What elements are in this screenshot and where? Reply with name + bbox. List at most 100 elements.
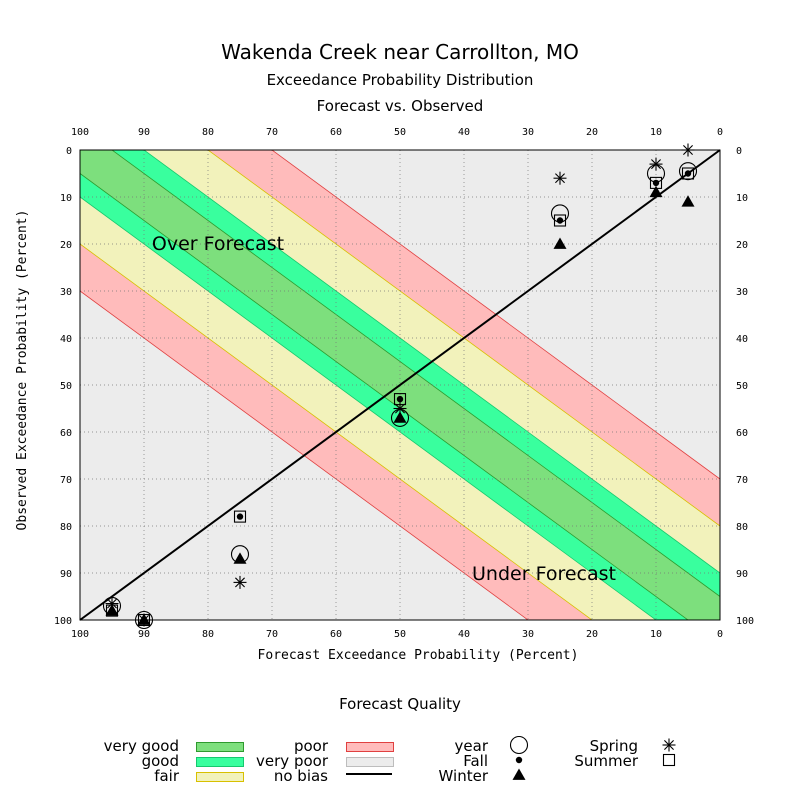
point-summer	[681, 167, 695, 180]
plot-frame	[79, 149, 721, 621]
point-year	[678, 162, 698, 181]
legend-label-year: year	[454, 737, 488, 755]
point-spring-stroke	[107, 598, 117, 609]
y-tick-label-left: 70	[60, 475, 72, 486]
legend-swatch-poor	[346, 742, 394, 752]
legend-label-no-bias: no bias	[273, 767, 328, 785]
point-winter	[553, 237, 567, 249]
point-spring	[233, 575, 247, 589]
point-spring-stroke	[235, 577, 245, 588]
no-bias-line	[79, 149, 721, 621]
y-tick-label-left: 40	[60, 334, 72, 345]
point-spring-stroke	[555, 173, 565, 184]
y-tick-label-right: 100	[736, 616, 754, 627]
point-fall	[652, 179, 660, 187]
x-tick-label-top: 90	[138, 127, 150, 138]
point-summer	[233, 510, 247, 523]
point-fall	[396, 395, 404, 403]
point-summer	[649, 176, 663, 189]
y-tick-label-left: 80	[60, 522, 72, 533]
y-tick-label-left: 20	[60, 240, 72, 251]
x-tick-label-top: 20	[586, 127, 598, 138]
x-axis-label: Forecast Exceedance Probability (Percent…	[258, 648, 579, 663]
point-spring-stroke	[395, 403, 405, 414]
y-tick-label-right: 10	[736, 193, 748, 204]
x-tick-label-bottom: 80	[202, 629, 214, 640]
point-spring	[681, 143, 695, 157]
x-tick-label-bottom: 30	[522, 629, 534, 640]
point-winter	[233, 552, 247, 564]
y-tick-label-left: 90	[60, 569, 72, 580]
x-tick-label-top: 60	[330, 127, 342, 138]
legend-swatch-very-good	[196, 742, 244, 752]
point-spring-stroke	[651, 159, 661, 170]
x-tick-label-bottom: 10	[650, 629, 662, 640]
y-tick-label-right: 20	[736, 240, 748, 251]
legend-label-very-good: very good	[103, 737, 179, 755]
x-tick-label-top: 100	[71, 127, 89, 138]
point-fall	[236, 513, 244, 520]
x-tick-label-top: 10	[650, 127, 662, 138]
x-tick-label-top: 40	[458, 127, 470, 138]
x-tick-label-top: 30	[522, 127, 534, 138]
legend-label-good: good	[141, 752, 179, 770]
legend-label-fair: fair	[154, 767, 179, 785]
under-forecast-label: Under Forecast	[472, 563, 616, 585]
point-spring-stroke	[683, 145, 693, 155]
y-tick-label-right: 40	[736, 334, 748, 345]
y-tick-label-left: 0	[66, 146, 72, 157]
point-winter	[393, 411, 407, 423]
point-fall	[556, 217, 564, 224]
legend-swatch-fair	[196, 772, 244, 782]
y-tick-label-left: 100	[54, 616, 72, 627]
point-winter	[649, 185, 663, 198]
point-spring	[137, 613, 151, 627]
point-spring	[105, 597, 119, 611]
point-year	[134, 610, 154, 630]
y-tick-label-right: 50	[736, 381, 748, 392]
x-tick-label-top: 50	[394, 127, 406, 138]
legend-label-summer: Summer	[574, 752, 638, 770]
x-tick-label-bottom: 100	[71, 629, 89, 640]
point-spring	[553, 171, 567, 185]
y-tick-label-right: 30	[736, 287, 748, 298]
x-tick-label-bottom: 60	[330, 629, 342, 640]
x-tick-label-bottom: 0	[717, 629, 723, 640]
y-tick-label-right: 0	[736, 146, 742, 157]
x-tick-label-top: 70	[266, 127, 278, 138]
point-spring	[393, 402, 407, 415]
legend-label-winter: Winter	[438, 767, 488, 785]
legend-swatch-very-poor	[346, 757, 394, 767]
legend-swatch-good	[196, 757, 244, 767]
x-tick-label-bottom: 50	[394, 629, 406, 640]
point-spring-stroke	[139, 615, 149, 625]
y-tick-label-right: 70	[736, 475, 748, 486]
point-summer	[105, 604, 119, 617]
y-tick-label-right: 60	[736, 428, 748, 439]
point-winter	[681, 195, 695, 207]
legend-label-spring: Spring	[589, 737, 638, 755]
x-tick-label-bottom: 20	[586, 629, 598, 640]
y-axis-label: Observed Exceedance Probability (Percent…	[15, 210, 30, 531]
point-summer	[553, 214, 567, 227]
y-tick-label-left: 50	[60, 381, 72, 392]
legend-label-very-poor: very poor	[256, 752, 328, 770]
x-tick-label-bottom: 40	[458, 629, 470, 640]
x-tick-label-top: 0	[717, 127, 723, 138]
x-tick-label-top: 80	[202, 127, 214, 138]
point-summer	[137, 613, 151, 627]
chart-subtitle-1: Exceedance Probability Distribution	[266, 71, 534, 89]
legend-label-fall: Fall	[463, 752, 488, 770]
chart-subtitle-2: Forecast vs. Observed	[316, 97, 484, 115]
legend-title: Forecast Quality	[339, 695, 461, 713]
y-tick-label-left: 60	[60, 428, 72, 439]
y-tick-label-left: 10	[60, 193, 72, 204]
legend-label-poor: poor	[293, 737, 328, 755]
y-tick-label-right: 80	[736, 522, 748, 533]
chart-title: Wakenda Creek near Carrollton, MO	[221, 40, 579, 64]
y-tick-label-left: 30	[60, 287, 72, 298]
x-tick-label-bottom: 90	[138, 629, 150, 640]
x-tick-label-bottom: 70	[266, 629, 278, 640]
point-spring	[649, 157, 663, 171]
